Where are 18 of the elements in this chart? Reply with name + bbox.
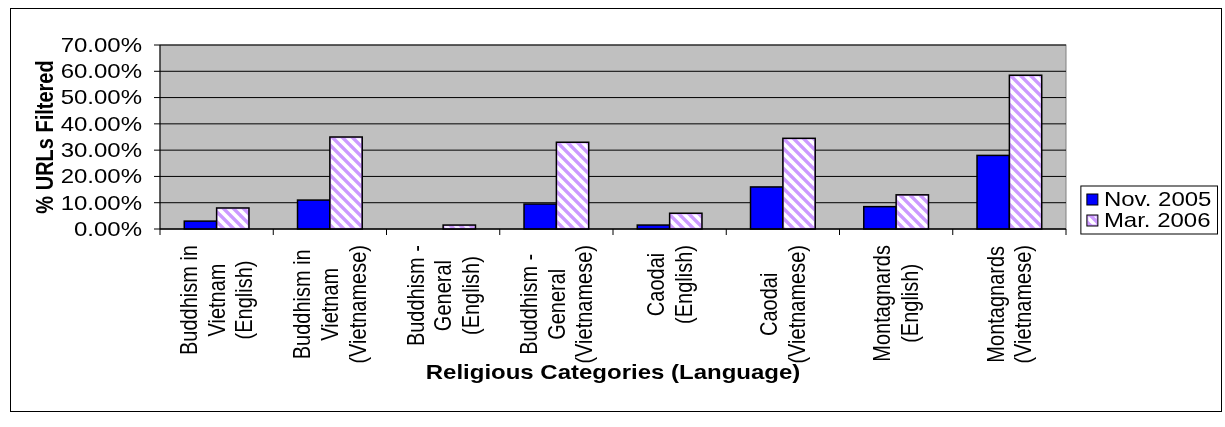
y-tick-label: 40.00%	[60, 112, 142, 136]
x-tick-label: Caodai (English)	[642, 245, 698, 324]
y-tick-label: 50.00%	[60, 86, 142, 109]
y-axis-title: % URLs Filtered	[31, 60, 59, 214]
legend-label: Nov. 2005	[1103, 188, 1212, 211]
legend-label: Mar. 2006	[1103, 209, 1211, 232]
y-tick-label: 20.00%	[60, 165, 142, 188]
y-tick-label: 70.00%	[60, 33, 142, 57]
x-tick-label: Caodai (Vietnamese)	[755, 245, 811, 364]
y-tick-label: 60.00%	[60, 59, 142, 83]
x-tick-label: Montagnards (Vietnamese)	[981, 245, 1037, 364]
x-tick-label: Buddhism in Vietnam (Vietnamese)	[288, 245, 372, 364]
x-tick-label: Buddhism - General (English)	[401, 245, 485, 347]
y-tick-label: 30.00%	[60, 138, 142, 162]
x-tick-label: Montagnards (English)	[868, 245, 924, 362]
x-tick-label: Buddhism in Vietnam (English)	[175, 245, 258, 356]
y-tick-label: 0.00%	[73, 217, 142, 241]
y-tick-label: 10.00%	[60, 191, 142, 215]
